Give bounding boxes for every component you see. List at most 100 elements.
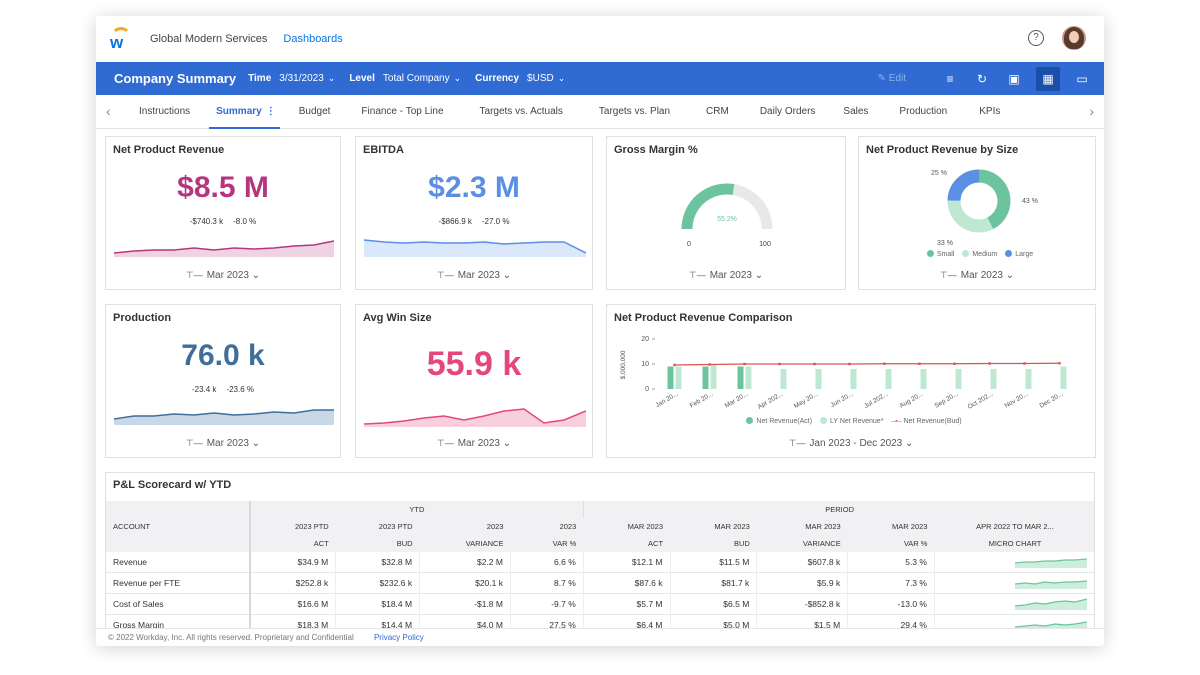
card-revenue-by-size[interactable]: Net Product Revenue by Size 25 % 43 % 33 %… xyxy=(858,136,1096,290)
edit-label: Edit xyxy=(888,73,906,84)
column-header-top[interactable]: MAR 2023 xyxy=(670,518,757,535)
currency-label: Currency xyxy=(475,73,520,84)
period-selector[interactable]: ⊤— Mar 2023 ⌄ xyxy=(356,270,592,281)
column-header-top[interactable]: 2023 xyxy=(510,518,584,535)
presentation-icon[interactable]: ▭ xyxy=(1076,71,1088,86)
period-selector[interactable]: ⊤— Mar 2023 ⌄ xyxy=(356,438,592,449)
point-bud xyxy=(813,362,816,366)
period-selector[interactable]: ⊤— Mar 2023 ⌄ xyxy=(607,270,845,281)
period-selector[interactable]: ⊤— Jan 2023 - Dec 2023 ⌄ xyxy=(607,438,1095,449)
period-selector[interactable]: ⊤— Mar 2023 ⌄ xyxy=(106,438,340,449)
column-header-bottom[interactable]: BUD xyxy=(335,535,420,552)
tab-daily-orders[interactable]: Daily Orders xyxy=(759,105,816,117)
column-header-bottom[interactable]: VAR % xyxy=(510,535,584,552)
line-bud xyxy=(674,362,1060,366)
privacy-policy-link[interactable]: Privacy Policy xyxy=(373,633,424,642)
column-header-top[interactable]: 2023 PTD xyxy=(335,518,420,535)
value-cell: -9.7 % xyxy=(510,593,584,615)
card-title: Avg Win Size xyxy=(363,312,432,324)
card-net-product-revenue[interactable]: Net Product Revenue $8.5 M -$740.3 k -8.0… xyxy=(105,136,341,290)
tab-targets-vs-plan[interactable]: Targets vs. Plan xyxy=(598,105,671,117)
account-cell: Revenue per FTE xyxy=(106,572,252,594)
point-bud xyxy=(778,362,781,366)
compare-icon: ⊤— xyxy=(436,438,454,448)
table-row[interactable]: Revenue $34.9 M $32.8 M $2.2 M 6.6 % $12.1 M $… xyxy=(106,552,1094,573)
more-vertical-icon[interactable]: ⋮ xyxy=(265,105,276,117)
table-row[interactable]: Gross Margin $18.3 M $14.4 M $4.0 M 27.5 % $6… xyxy=(106,614,1094,629)
point-bud xyxy=(953,362,956,365)
chevron-down-icon[interactable]: ⌄ xyxy=(557,73,566,83)
export-icon[interactable]: ▣ xyxy=(1008,71,1020,86)
table-row[interactable]: Revenue per FTE $252.8 k $232.6 k $20.1 k 8.… xyxy=(106,572,1094,594)
period-selector[interactable]: ⊤— Mar 2023 ⌄ xyxy=(106,270,340,281)
kpi-value: 76.0 k xyxy=(181,339,265,372)
period-group-header: PERIOD xyxy=(583,501,1094,518)
slice-label: 33 % xyxy=(937,240,953,247)
tab-instructions[interactable]: Instructions xyxy=(139,105,191,117)
bar-act xyxy=(737,366,744,389)
card-gross-margin[interactable]: Gross Margin % 55.2% 0 100 ⊤— Mar 2023 ⌄ xyxy=(606,136,846,290)
slice-large xyxy=(947,169,980,202)
value-cell: $18.4 M xyxy=(335,593,421,615)
period-selector[interactable]: ⊤— Mar 2023 ⌄ xyxy=(859,270,1095,281)
card-ebitda[interactable]: EBITDA $2.3 M -$866.9 k -27.0 % ⊤— Mar 202… xyxy=(355,136,593,290)
value-cell: 5.3 % xyxy=(847,552,935,573)
breadcrumb-dashboards[interactable]: Dashboards xyxy=(283,33,343,45)
chevron-right-icon[interactable]: › xyxy=(1089,103,1094,119)
y-tick-label: 10 xyxy=(641,361,649,368)
compare-icon: ⊤— xyxy=(185,270,203,280)
filter-icon[interactable]: ≡ xyxy=(946,71,954,86)
table-row[interactable]: Cost of Sales $16.6 M $18.4 M -$1.8 M -9.7 %… xyxy=(106,593,1094,615)
value-cell: 7.3 % xyxy=(847,572,935,594)
tab-production[interactable]: Production xyxy=(899,105,948,117)
time-label: Time xyxy=(248,73,272,84)
time-select[interactable]: 3/31/2023 xyxy=(279,73,324,84)
column-header-top[interactable]: MAR 2023 xyxy=(756,518,848,535)
chevron-down-icon: ⌄ xyxy=(251,438,261,449)
chevron-down-icon: ⌄ xyxy=(1005,270,1015,281)
ytd-group-header: YTD xyxy=(250,501,584,518)
column-header-top[interactable]: MAR 2023 xyxy=(583,518,671,535)
compare-icon: ⊤— xyxy=(185,438,203,448)
kpi-delta: -$740.3 k -8.0 % xyxy=(106,217,340,226)
micro-chart xyxy=(1014,598,1088,610)
column-header-bottom[interactable]: VARIANCE xyxy=(756,535,848,552)
column-header-bottom[interactable]: MICRO CHART xyxy=(934,535,1094,552)
tab-crm[interactable]: CRM xyxy=(706,105,729,117)
chevron-down-icon[interactable]: ⌄ xyxy=(453,73,462,83)
card-production[interactable]: Production 76.0 k -23.4 k -23.6 % ⊤— Mar 2… xyxy=(105,304,341,458)
tab-summary[interactable]: Summary ⋮ xyxy=(203,95,286,129)
refresh-icon[interactable]: ↻ xyxy=(976,71,988,86)
level-select[interactable]: Total Company xyxy=(382,73,450,84)
column-header-bottom[interactable]: VAR % xyxy=(847,535,935,552)
kpi-value: $8.5 M xyxy=(177,171,269,204)
chevron-left-icon[interactable]: ‹ xyxy=(106,103,111,119)
column-header-bottom[interactable]: ACT xyxy=(250,535,336,552)
workday-logo[interactable]: w xyxy=(110,27,132,52)
tab-finance-top-line[interactable]: Finance - Top Line xyxy=(361,105,444,117)
value-cell: 8.7 % xyxy=(510,572,584,594)
column-header-top[interactable]: 2023 xyxy=(419,518,511,535)
help-icon[interactable]: ? xyxy=(1028,30,1044,46)
grid-view-icon[interactable]: ▦ xyxy=(1036,66,1060,91)
column-header-top[interactable]: 2023 PTD xyxy=(250,518,336,535)
avatar[interactable] xyxy=(1062,26,1086,50)
column-header-bottom[interactable]: ACT xyxy=(583,535,671,552)
value-cell: $6.4 M xyxy=(583,614,671,629)
tab-sales[interactable]: Sales xyxy=(843,105,869,117)
bar-ly xyxy=(815,369,822,389)
tab-budget[interactable]: Budget xyxy=(298,105,331,117)
card-revenue-comparison[interactable]: Net Product Revenue Comparison $,000,000… xyxy=(606,304,1096,458)
logo-letter: w xyxy=(110,33,124,52)
edit-button[interactable]: ✎ Edit xyxy=(877,73,906,84)
tab-targets-vs-actuals[interactable]: Targets vs. Actuals xyxy=(479,105,563,117)
column-header-bottom[interactable]: BUD xyxy=(670,535,757,552)
card-avg-win-size[interactable]: Avg Win Size 55.9 k ⊤— Mar 2023 ⌄ xyxy=(355,304,593,458)
bar-ly xyxy=(885,369,892,389)
currency-select[interactable]: $USD xyxy=(527,73,554,84)
column-header-bottom[interactable]: VARIANCE xyxy=(419,535,511,552)
tab-kpis[interactable]: KPIs xyxy=(979,105,1001,117)
column-header-top[interactable]: MAR 2023 xyxy=(847,518,935,535)
column-header-top[interactable]: APR 2022 TO MAR 2... xyxy=(934,518,1094,535)
chevron-down-icon[interactable]: ⌄ xyxy=(327,73,336,83)
